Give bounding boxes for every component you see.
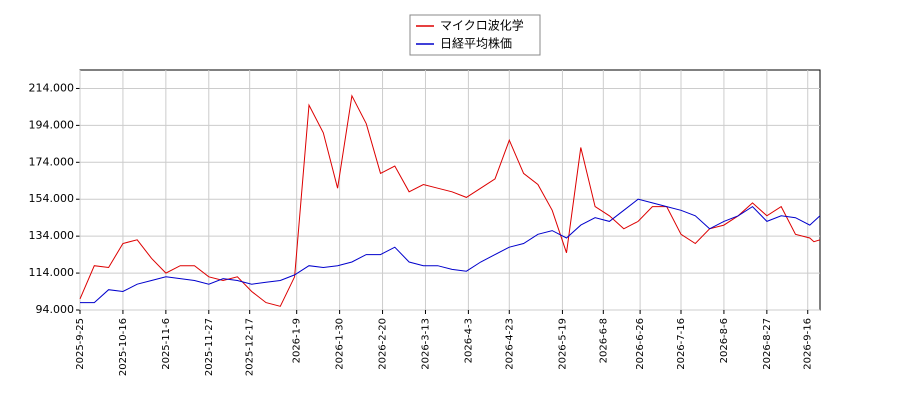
legend-label: 日経平均株価 [440, 36, 512, 51]
y-tick-label: 94.000 [36, 303, 75, 316]
legend-label: マイクロ波化学 [440, 18, 524, 33]
x-tick-label: 2026-5-19 [557, 318, 568, 370]
y-tick-label: 134.000 [29, 229, 75, 242]
x-tick-label: 2026-4-3 [463, 318, 474, 363]
x-tick-label: 2026-8-6 [719, 318, 730, 363]
x-tick-label: 2026-6-26 [635, 318, 646, 370]
x-tick-label: 2025-10-16 [118, 318, 129, 376]
y-tick-label: 194.000 [29, 118, 75, 131]
series-line [79, 94, 821, 307]
x-tick-label: 2026-6-8 [598, 318, 609, 363]
x-tick-label: 2026-2-20 [378, 318, 389, 370]
x-tick-label: 2025-11-6 [161, 318, 172, 370]
x-tick-label: 2026-1-30 [335, 318, 346, 370]
x-tick-label: 2026-9-16 [803, 318, 814, 370]
x-tick-label: 2026-1-9 [292, 318, 303, 363]
x-tick-label: 2026-4-23 [504, 318, 515, 370]
x-tick-label: 2025-9-25 [75, 318, 86, 370]
series-line [80, 198, 821, 304]
y-tick-label: 154.000 [29, 192, 75, 205]
plot-frame [79, 69, 821, 311]
x-tick-label: 2026-8-27 [762, 318, 773, 370]
y-tick-label: 114.000 [29, 266, 75, 279]
x-tick-label: 2026-7-16 [676, 318, 687, 370]
x-tick-label: 2025-11-27 [204, 318, 215, 376]
x-tick-label: 2026-3-13 [420, 318, 431, 370]
legend-box [409, 14, 541, 56]
y-tick-label: 174.000 [29, 155, 75, 168]
x-tick-label: 2025-12-17 [245, 318, 256, 376]
y-tick-label: 214.000 [29, 81, 75, 94]
